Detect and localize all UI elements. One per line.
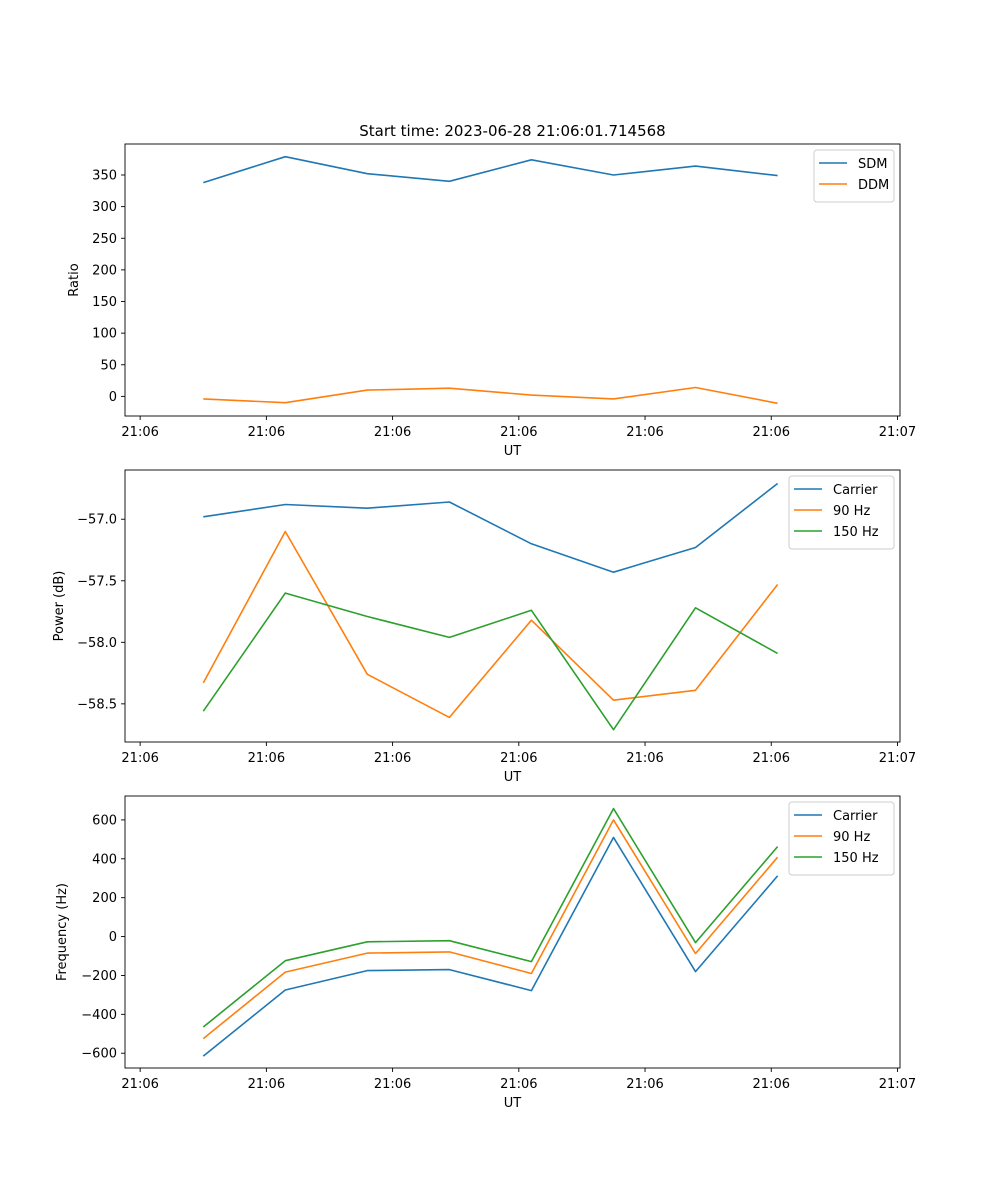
y-axis-label: Ratio (67, 263, 82, 296)
series-line-90-hz (202, 819, 779, 1040)
y-tick-label: 200 (92, 891, 117, 906)
y-axis-label: Frequency (Hz) (55, 883, 70, 981)
y-tick-label: 0 (109, 930, 117, 945)
x-tick-label: 21:06 (626, 425, 663, 440)
y-tick-label: 50 (100, 358, 117, 373)
series-line-90-hz (202, 530, 779, 719)
x-axis-label: UT (504, 770, 522, 785)
axes-frame (124, 795, 901, 1069)
y-tick-label: 400 (92, 852, 117, 867)
legend-entry: 90 Hz (833, 830, 870, 845)
x-tick-label: 21:06 (626, 1077, 663, 1092)
x-tick-label: 21:07 (879, 751, 916, 766)
x-tick-label: 21:06 (753, 425, 790, 440)
axes-frame (124, 469, 901, 743)
subplot-3: 21:06 21:06 21:06 21:06 21:06 21:06 21:07 −600 −… (55, 795, 916, 1111)
x-tick-label: 21:06 (500, 425, 537, 440)
x-tick-label: 21:07 (879, 425, 916, 440)
x-tick-label: 21:07 (879, 1077, 916, 1092)
legend: Carrier 90 Hz 150 Hz (788, 801, 895, 876)
legend-entry: DDM (858, 178, 889, 193)
y-tick-label: 150 (92, 295, 117, 310)
subplot-2: 21:06 21:06 21:06 21:06 21:06 21:06 21:07 −58.5… (52, 469, 916, 785)
series-line-carrier (203, 482, 779, 574)
series-line-sdm (203, 155, 778, 184)
y-tick-label: 250 (92, 232, 117, 247)
x-tick-label: 21:06 (500, 1077, 537, 1092)
y-tick-label: 100 (92, 327, 117, 342)
series-line-ddm (203, 386, 778, 405)
x-tick-label: 21:06 (248, 425, 285, 440)
x-tick-label: 21:06 (374, 1077, 411, 1092)
legend-entry: SDM (858, 157, 887, 172)
y-tick-label: −600 (81, 1047, 117, 1062)
legend-entry: 90 Hz (833, 504, 870, 519)
y-axis-label: Power (dB) (52, 571, 67, 642)
axes-frame (124, 143, 901, 417)
y-tick-label: 200 (92, 263, 117, 278)
x-tick-label: 21:06 (374, 425, 411, 440)
x-tick-label: 21:06 (753, 751, 790, 766)
figure-title: Start time: 2023-06-28 21:06:01.714568 (359, 122, 665, 140)
y-tick-label: −57.0 (77, 513, 117, 528)
plots: 21:06 21:06 21:06 21:06 21:06 21:06 21:07 0 50 10… (52, 143, 916, 1111)
x-tick-label: 21:06 (374, 751, 411, 766)
x-tick-label: 21:06 (121, 425, 158, 440)
y-tick-label: −58.5 (77, 697, 117, 712)
legend: SDM DDM (813, 149, 895, 203)
x-tick-label: 21:06 (626, 751, 663, 766)
x-tick-label: 21:06 (753, 1077, 790, 1092)
y-tick-label: 350 (92, 168, 117, 183)
y-tick-label: −57.5 (77, 574, 117, 589)
legend: Carrier 90 Hz 150 Hz (788, 475, 895, 550)
x-tick-label: 21:06 (121, 1077, 158, 1092)
y-tick-label: 300 (92, 200, 117, 215)
subplot-1: 21:06 21:06 21:06 21:06 21:06 21:06 21:07 0 50 10… (67, 143, 916, 459)
legend-entry: 150 Hz (833, 525, 879, 540)
y-tick-label: −58.0 (77, 636, 117, 651)
legend-entry: Carrier (833, 809, 878, 824)
x-tick-label: 21:06 (500, 751, 537, 766)
series-line-150-hz (202, 592, 778, 731)
x-tick-label: 21:06 (248, 1077, 285, 1092)
x-tick-label: 21:06 (248, 751, 285, 766)
y-tick-label: −400 (81, 1008, 117, 1023)
x-axis-label: UT (504, 444, 522, 459)
y-tick-label: −200 (81, 969, 117, 984)
series-line-carrier (202, 836, 779, 1057)
y-tick-label: 600 (92, 813, 117, 828)
x-tick-label: 21:06 (121, 751, 158, 766)
x-axis-label: UT (504, 1096, 522, 1111)
legend-entry: 150 Hz (833, 851, 879, 866)
legend-entry: Carrier (833, 483, 878, 498)
series-line-150-hz (202, 807, 779, 1028)
y-tick-label: 0 (109, 390, 117, 405)
